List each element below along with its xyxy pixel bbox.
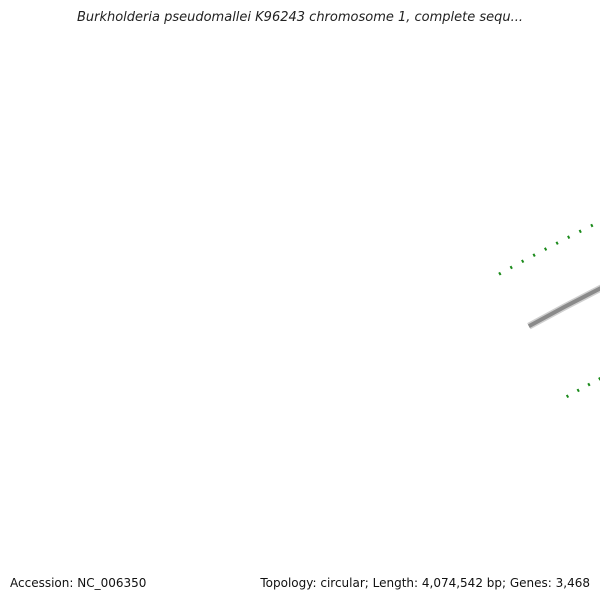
kbp-ticks: 1753 kbp1754 kbp1755 kbp1756 kbp1757 kbp…: [498, 223, 600, 399]
topology-stats: Topology: circular; Length: 4,074,542 bp…: [260, 576, 590, 590]
minor-tick: [576, 388, 580, 393]
arcs-layer: [527, 284, 600, 330]
minor-tick: [578, 229, 582, 234]
backbone-shadow: [527, 284, 600, 330]
backbone-arc: [527, 286, 600, 328]
minor-tick: [509, 265, 513, 270]
minor-tick: [555, 241, 559, 245]
minor-tick: [532, 253, 536, 257]
minor-tick: [590, 223, 594, 228]
minor-tick: [567, 235, 571, 239]
minor-tick: [544, 247, 548, 251]
minor-tick: [498, 271, 502, 276]
minor-tick: [587, 382, 591, 387]
minor-tick: [521, 259, 525, 264]
accession-text: Accession: NC_006350: [10, 576, 147, 590]
map-title: Burkholderia pseudomallei K96243 chromos…: [76, 10, 524, 25]
minor-tick: [565, 394, 570, 399]
